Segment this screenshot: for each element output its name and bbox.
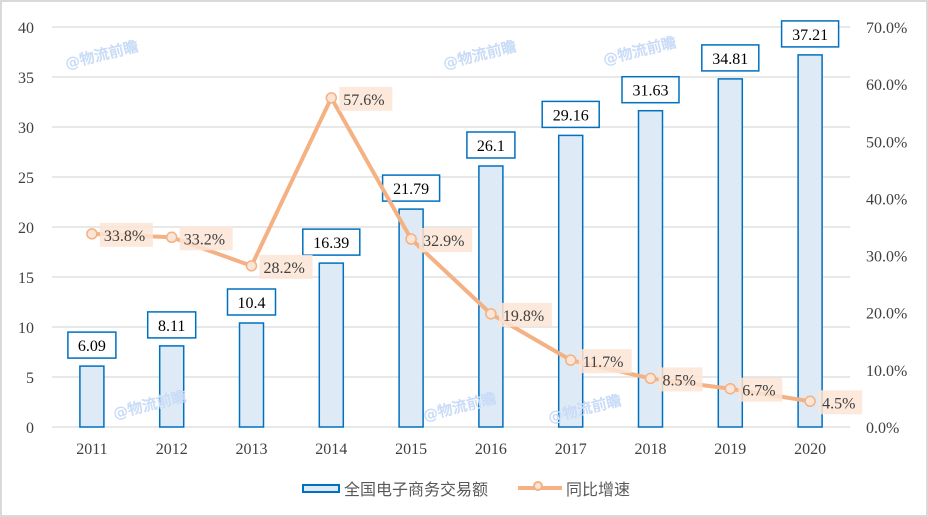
bar-label-box bbox=[302, 228, 361, 256]
line-point bbox=[485, 308, 497, 320]
line-label-bg bbox=[339, 86, 393, 111]
line-point bbox=[724, 382, 737, 395]
line-point bbox=[644, 372, 657, 385]
bar-label-box bbox=[621, 75, 680, 104]
right-tick-label: 70.0% bbox=[866, 20, 907, 37]
line-label-bg bbox=[259, 254, 313, 279]
legend-item-bar[interactable]: 全国电子商务交易额 bbox=[301, 476, 488, 500]
x-tick-label: 2018 bbox=[635, 441, 667, 458]
left-tick-label: 20 bbox=[18, 220, 34, 237]
right-tick-label: 40.0% bbox=[866, 191, 907, 208]
x-tick-label: 2013 bbox=[236, 441, 268, 458]
line-point bbox=[86, 228, 98, 240]
left-tick-label: 15 bbox=[18, 270, 34, 287]
bar-label-box bbox=[780, 20, 840, 48]
x-tick-label: 2020 bbox=[794, 441, 826, 458]
line-label-bg bbox=[99, 222, 153, 247]
line-point bbox=[564, 354, 577, 366]
line-data-label: 8.5% bbox=[663, 372, 696, 389]
legend-item-line[interactable]: 同比增速 bbox=[518, 476, 630, 500]
left-tick-label: 10 bbox=[18, 320, 34, 337]
line-label-bg bbox=[738, 377, 783, 402]
bar bbox=[158, 345, 185, 428]
line-data-label: 33.8% bbox=[104, 228, 145, 245]
line-data-label: 19.8% bbox=[503, 308, 544, 325]
bar-data-label: 21.79 bbox=[393, 181, 429, 198]
line-label-bg bbox=[578, 349, 632, 374]
left-tick-label: 5 bbox=[26, 370, 34, 387]
bar-data-label: 34.81 bbox=[712, 51, 748, 68]
bar-swatch bbox=[301, 483, 340, 493]
bar bbox=[557, 134, 584, 428]
line-data-label: 4.5% bbox=[822, 395, 855, 412]
bar-data-label: 37.21 bbox=[792, 27, 828, 44]
bar bbox=[318, 262, 345, 428]
left-tick-label: 0 bbox=[26, 420, 34, 437]
bar-data-label: 10.4 bbox=[238, 295, 266, 312]
bar-label-box bbox=[541, 100, 600, 129]
line-swatch bbox=[518, 481, 562, 491]
bar-label-box bbox=[146, 311, 197, 339]
x-tick-label: 2014 bbox=[315, 441, 347, 458]
legend-label: 同比增速 bbox=[566, 480, 631, 499]
line-point bbox=[165, 231, 178, 244]
line-data-label: 33.2% bbox=[184, 231, 225, 248]
left-tick-label: 35 bbox=[18, 70, 34, 87]
bar bbox=[717, 78, 744, 428]
right-tick-label: 60.0% bbox=[866, 77, 907, 94]
bar-label-box bbox=[466, 131, 516, 159]
x-tick-label: 2017 bbox=[555, 441, 587, 458]
line-data-label: 57.6% bbox=[343, 92, 384, 109]
line-data-label: 28.2% bbox=[264, 260, 305, 277]
right-tick-label: 10.0% bbox=[866, 363, 907, 380]
bar-data-label: 6.09 bbox=[78, 338, 106, 355]
bar bbox=[478, 165, 504, 428]
line-data-label: 32.9% bbox=[423, 233, 464, 250]
bar-data-label: 29.16 bbox=[553, 107, 589, 124]
bar-label-box bbox=[67, 331, 117, 359]
bar-data-label: 16.39 bbox=[313, 235, 349, 252]
x-tick-label: 2012 bbox=[156, 441, 188, 458]
line-data-label: 6.7% bbox=[742, 383, 775, 400]
bar-label-box bbox=[701, 44, 760, 72]
right-tick-label: 30.0% bbox=[866, 249, 907, 266]
right-tick-label: 20.0% bbox=[866, 306, 907, 323]
right-tick-label: 0.0% bbox=[866, 420, 899, 437]
bar-data-label: 8.11 bbox=[158, 318, 185, 335]
left-tick-label: 30 bbox=[18, 120, 34, 137]
bar bbox=[79, 365, 105, 428]
legend: 全国电子商务交易额 同比增速 bbox=[2, 476, 926, 500]
bar-label-box bbox=[381, 174, 441, 202]
line-point bbox=[804, 395, 816, 408]
right-tick-label: 50.0% bbox=[866, 134, 907, 151]
line-label-bg bbox=[818, 390, 863, 415]
x-tick-label: 2016 bbox=[475, 441, 507, 458]
bar bbox=[238, 322, 265, 428]
line-label-bg bbox=[419, 228, 473, 252]
bar bbox=[797, 54, 823, 428]
bar-label-box bbox=[226, 288, 277, 316]
line-point bbox=[325, 92, 338, 104]
line-data-label: 11.7% bbox=[583, 354, 624, 371]
x-tick-label: 2019 bbox=[714, 441, 746, 458]
left-tick-label: 40 bbox=[18, 20, 34, 37]
legend-label: 全国电子商务交易额 bbox=[343, 480, 488, 499]
line-label-bg bbox=[658, 367, 703, 392]
x-tick-label: 2011 bbox=[76, 441, 107, 458]
left-tick-label: 25 bbox=[18, 170, 34, 187]
line-label-bg bbox=[498, 302, 552, 327]
line-label-bg bbox=[179, 226, 233, 251]
x-tick-label: 2015 bbox=[395, 441, 427, 458]
line-point bbox=[245, 260, 258, 272]
bar-data-label: 26.1 bbox=[477, 138, 505, 155]
bar-data-label: 31.63 bbox=[633, 83, 669, 100]
line-point bbox=[405, 233, 417, 245]
